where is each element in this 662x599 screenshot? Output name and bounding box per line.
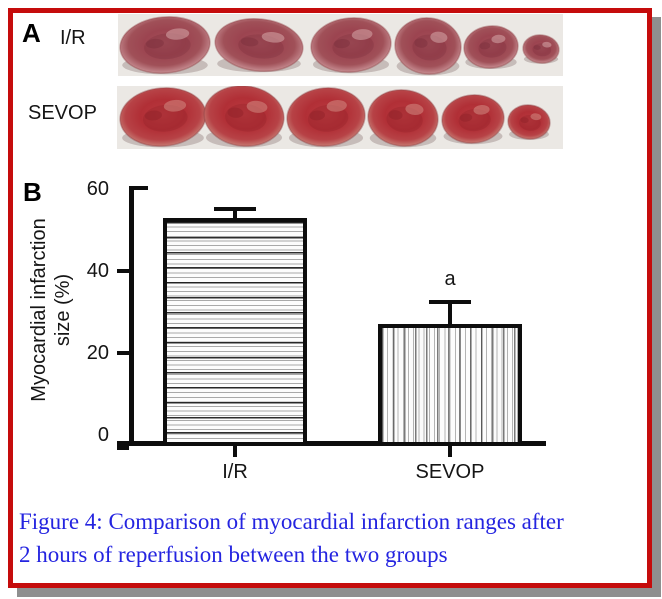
row-label-ir: I/R xyxy=(60,27,86,49)
figure-caption: Figure 4: Comparison of myocardial infar… xyxy=(19,505,649,571)
tissue-slice xyxy=(463,25,519,69)
y-tick-20 xyxy=(117,351,129,355)
x-tick-1 xyxy=(448,446,452,457)
bar-ir xyxy=(163,217,307,446)
tissue-slice xyxy=(394,17,462,75)
error-bar-cap-1 xyxy=(429,299,471,304)
y-tick-40 xyxy=(117,269,129,273)
bar-chart: 0 20 40 60 I/R SEVOP a xyxy=(13,13,647,583)
caption-line-2: 2 hours of reperfusion between the two g… xyxy=(19,542,448,567)
tissue-photo-ir xyxy=(118,14,563,76)
x-category-label-1: SEVOP xyxy=(415,461,485,483)
tissue-slice xyxy=(119,87,207,147)
x-category-label-0: I/R xyxy=(222,461,248,483)
y-tick-label-20: 20 xyxy=(86,342,109,364)
tissue-slice xyxy=(310,17,392,73)
error-bar-stem-0 xyxy=(233,207,237,218)
row-label-sevop: SEVOP xyxy=(28,102,97,124)
tissue-slice xyxy=(507,104,551,140)
caption-line-1: Figure 4: Comparison of myocardial infar… xyxy=(19,509,564,534)
tissue-slice xyxy=(119,16,211,74)
y-tick-60 xyxy=(129,186,148,190)
error-bar-stem-1 xyxy=(448,299,452,325)
panel-b-label: B xyxy=(23,177,42,207)
significance-annotation: a xyxy=(444,267,456,290)
y-tick-label-0: 0 xyxy=(97,424,109,446)
y-tick-0 xyxy=(117,446,129,450)
bar-sevop xyxy=(378,324,522,446)
error-bar-cap-0 xyxy=(214,207,256,212)
y-axis-line xyxy=(129,187,134,446)
x-tick-0 xyxy=(233,446,237,457)
y-tick-label-40: 40 xyxy=(86,260,109,282)
tissue-slice xyxy=(441,94,505,144)
tissue-slice xyxy=(522,34,560,64)
tissue-slice xyxy=(203,86,285,147)
x-axis-line xyxy=(117,441,546,446)
y-tick-label-60: 60 xyxy=(86,178,109,200)
tissue-slice xyxy=(367,89,439,147)
tissue-slice xyxy=(214,17,304,73)
tissue-slice xyxy=(286,87,366,147)
figure-border-box: A I/R SEVOP B Myocardial infarction size… xyxy=(8,8,652,588)
tissue-photo-strip-ir xyxy=(118,14,563,76)
tissue-photo-sevop xyxy=(117,86,563,149)
panel-a-label: A xyxy=(22,18,41,48)
tissue-photo-strip-sevop xyxy=(117,86,563,149)
